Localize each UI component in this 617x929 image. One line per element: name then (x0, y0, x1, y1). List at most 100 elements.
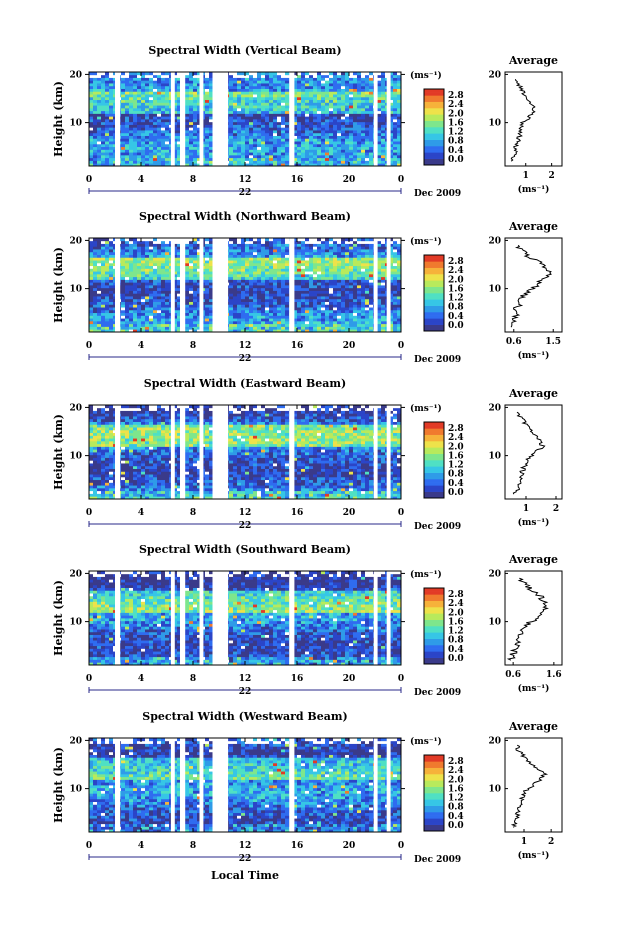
heatmap-cell (389, 72, 394, 76)
heatmap-cell (173, 138, 178, 142)
heatmap-cell (333, 271, 338, 275)
heatmap-cell (261, 121, 266, 125)
heatmap-cell (309, 298, 314, 302)
heatmap-cell (149, 298, 154, 302)
heatmap-cell (253, 94, 258, 98)
heatmap-cell (133, 96, 138, 101)
heatmap-cell (285, 85, 290, 89)
heatmap-cell (257, 279, 262, 283)
heatmap-cell (125, 315, 130, 319)
heatmap-cell (197, 99, 202, 103)
heatmap-cell (313, 271, 318, 275)
heatmap-cell (93, 96, 98, 101)
heatmap-cell (325, 163, 330, 167)
heatmap-cell (189, 154, 194, 159)
heatmap-cell (245, 91, 250, 95)
heatmap-cell (129, 146, 134, 150)
heatmap-cell (309, 271, 314, 275)
heatmap-cell (121, 113, 126, 117)
heatmap-cell (101, 74, 106, 78)
heatmap-cell (137, 240, 142, 244)
heatmap-cell (345, 116, 350, 120)
heatmap-cell (345, 157, 350, 161)
heatmap-cell (237, 135, 242, 139)
heatmap-cell (305, 273, 310, 278)
heatmap-cell (369, 96, 374, 101)
heatmap-cell (137, 287, 142, 291)
heatmap-cell (161, 309, 166, 314)
heatmap-cell (301, 141, 306, 145)
colorbar-swatch (424, 142, 444, 147)
heatmap-cell (273, 80, 278, 84)
heatmap-cell (177, 96, 182, 101)
heatmap-cell (145, 72, 150, 76)
colorbar: 2.82.42.01.61.20.80.40.0 (423, 88, 464, 166)
heatmap-cell (133, 127, 138, 131)
heatmap-cell (209, 307, 214, 311)
heatmap-cell (317, 254, 322, 258)
heatmap-cell (205, 85, 210, 89)
heatmap-cell (277, 141, 282, 145)
heatmap-cell (321, 271, 326, 275)
heatmap-cell (321, 94, 326, 98)
heatmap-cell (161, 163, 166, 167)
heatmap-cell (365, 107, 370, 112)
heatmap-cell (197, 273, 202, 278)
heatmap-cell (285, 282, 290, 286)
heatmap-cell (125, 135, 130, 139)
heatmap-cell (333, 116, 338, 120)
heatmap-cell (137, 107, 142, 112)
heatmap-cell (177, 254, 182, 258)
heatmap-cell (281, 124, 286, 128)
heatmap-cell (365, 83, 370, 87)
heatmap-cell (317, 271, 322, 275)
heatmap-cell (241, 138, 246, 142)
heatmap-cell (177, 152, 182, 156)
heatmap-cell (329, 326, 334, 330)
heatmap-cell (361, 99, 366, 103)
heatmap-cell (133, 293, 138, 297)
heatmap-cell (301, 94, 306, 98)
heatmap-cell (245, 83, 250, 87)
heatmap-cell (229, 77, 234, 81)
heatmap-cell (125, 91, 130, 95)
heatmap-cell (141, 107, 146, 112)
heatmap-cell (105, 80, 110, 84)
heatmap-cell (273, 309, 278, 314)
heatmap-cell (249, 320, 254, 325)
heatmap-cell (177, 323, 182, 327)
heatmap-cell (321, 315, 326, 319)
heatmap-cell (297, 307, 302, 311)
heatmap-cell (301, 271, 306, 275)
heatmap-cell (109, 315, 114, 319)
heatmap-cell (109, 138, 114, 142)
heatmap-cell (161, 318, 166, 322)
heatmap-cell (161, 243, 166, 247)
heatmap-cell (173, 279, 178, 283)
heatmap-cell (277, 257, 282, 261)
heatmap-cell (109, 323, 114, 327)
heatmap-cell (353, 83, 358, 87)
heatmap-cell (157, 320, 162, 325)
heatmap-cell (365, 102, 370, 106)
heatmap-cell (161, 124, 166, 128)
heatmap-cell (297, 271, 302, 275)
data-gap (373, 72, 378, 166)
heatmap-cell (129, 157, 134, 161)
heatmap-cell (237, 94, 242, 98)
heatmap-cell (209, 132, 214, 136)
heatmap-cell (233, 74, 238, 78)
heatmap-cell (93, 251, 98, 255)
heatmap-cell (325, 130, 330, 134)
heatmap-cell (281, 309, 286, 314)
heatmap-cell (129, 152, 134, 156)
heatmap-cell (293, 80, 298, 84)
heatmap-cell (273, 271, 278, 275)
heatmap-cell (149, 127, 154, 131)
heatmap-cell (281, 146, 286, 150)
heatmap-cell (137, 138, 142, 142)
heatmap-cell (317, 127, 322, 131)
heatmap-cell (157, 141, 162, 145)
heatmap-cell (193, 124, 198, 128)
heatmap-cell (297, 301, 302, 305)
